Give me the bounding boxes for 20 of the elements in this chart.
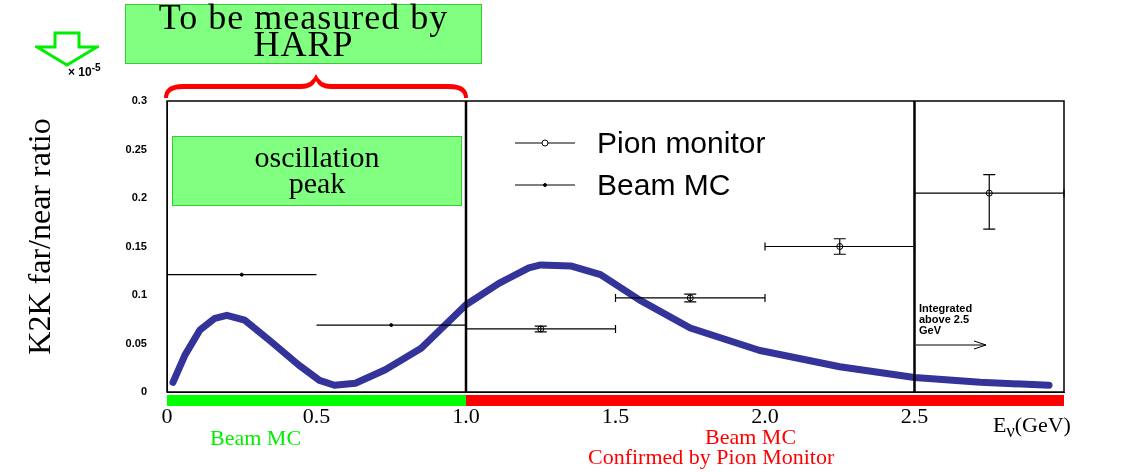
x-axis-title: E$_{ν}$(GeV) <box>993 412 1071 443</box>
y-tick-label: 0 <box>140 385 147 398</box>
x-tick-label: 1.0 <box>452 402 480 428</box>
legend-label: Pion monitor <box>597 126 766 160</box>
y-tick-label: 0.05 <box>125 336 147 349</box>
x-tick-label: 2.5 <box>900 402 929 428</box>
annotation: Integrated above 2.5 GeV <box>919 302 974 336</box>
y-tick-label: 0.3 <box>131 94 147 107</box>
text: Beam MC <box>210 425 302 451</box>
y-tick-label: 0.25 <box>125 142 147 155</box>
y-tick-label: 0.1 <box>131 288 147 301</box>
x-tick-label: 0.5 <box>302 402 331 428</box>
legend-label: Beam MC <box>597 168 731 202</box>
y-tick-label: 0.2 <box>131 191 147 204</box>
y-axis-title: K2K far/near ratio <box>21 118 58 355</box>
x-tick-label: 0 <box>161 402 173 428</box>
x-tick-label: 1.5 <box>601 402 630 428</box>
text: × 10$^{-5}$ <box>68 62 101 79</box>
y-tick-label: 0.15 <box>125 239 147 252</box>
text: To be measured by HARP <box>157 0 450 64</box>
